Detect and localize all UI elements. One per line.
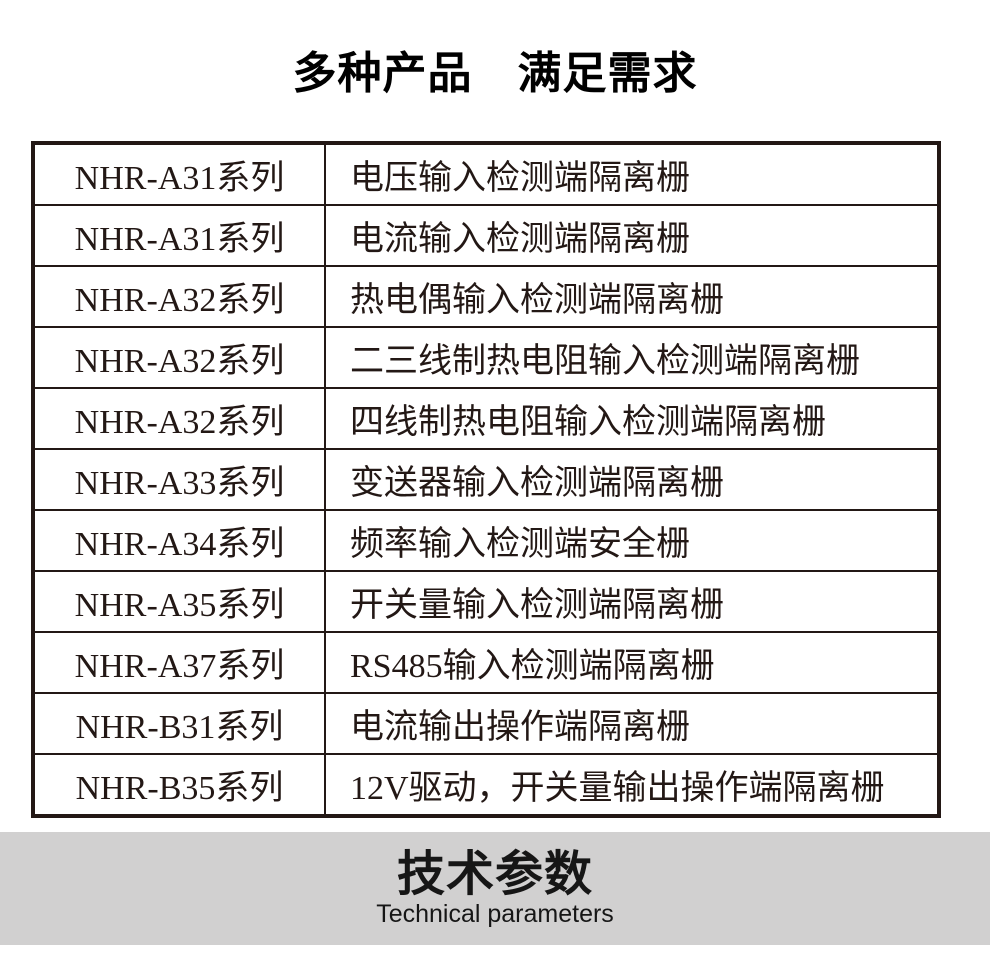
table-row: NHR-A31系列 电流输入检测端隔离栅 (32, 204, 940, 267)
description-cell: RS485输入检测端隔离栅 (324, 631, 940, 694)
series-cell: NHR-B31系列 (32, 692, 326, 755)
series-cell: NHR-B35系列 (32, 753, 326, 817)
series-cell: NHR-A32系列 (32, 326, 326, 389)
section-banner-subtitle: Technical parameters (376, 900, 614, 928)
description-cell: 频率输入检测端安全栅 (324, 509, 940, 572)
page-title: 多种产品 满足需求 (292, 49, 698, 98)
table-row: NHR-A32系列 二三线制热电阻输入检测端隔离栅 (32, 326, 940, 389)
description-cell: 电压输入检测端隔离栅 (324, 142, 940, 206)
table-row: NHR-A32系列 热电偶输入检测端隔离栅 (32, 265, 940, 328)
table-row: NHR-A35系列 开关量输入检测端隔离栅 (32, 570, 940, 633)
description-cell: 四线制热电阻输入检测端隔离栅 (324, 387, 940, 450)
series-cell: NHR-A33系列 (32, 448, 326, 511)
description-cell: 12V驱动，开关量输出操作端隔离栅 (324, 753, 940, 817)
series-cell: NHR-A37系列 (32, 631, 326, 694)
description-cell: 二三线制热电阻输入检测端隔离栅 (324, 326, 940, 389)
series-cell: NHR-A31系列 (32, 204, 326, 267)
series-cell: NHR-A32系列 (32, 387, 326, 450)
description-cell: 热电偶输入检测端隔离栅 (324, 265, 940, 328)
series-cell: NHR-A31系列 (32, 142, 326, 206)
series-cell: NHR-A35系列 (32, 570, 326, 633)
description-cell: 电流输入检测端隔离栅 (324, 204, 940, 267)
description-cell: 电流输出操作端隔离栅 (324, 692, 940, 755)
table-row: NHR-B35系列 12V驱动，开关量输出操作端隔离栅 (32, 753, 940, 817)
products-table-body: NHR-A31系列 电压输入检测端隔离栅 NHR-A31系列 电流输入检测端隔离… (32, 142, 940, 817)
table-row: NHR-B31系列 电流输出操作端隔离栅 (32, 692, 940, 755)
table-row: NHR-A33系列 变送器输入检测端隔离栅 (32, 448, 940, 511)
description-cell: 变送器输入检测端隔离栅 (324, 448, 940, 511)
description-cell: 开关量输入检测端隔离栅 (324, 570, 940, 633)
section-banner-title: 技术参数 (396, 848, 593, 901)
products-table: NHR-A31系列 电压输入检测端隔离栅 NHR-A31系列 电流输入检测端隔离… (31, 141, 941, 818)
table-row: NHR-A31系列 电压输入检测端隔离栅 (32, 142, 940, 206)
series-cell: NHR-A32系列 (32, 265, 326, 328)
table-row: NHR-A32系列 四线制热电阻输入检测端隔离栅 (32, 387, 940, 450)
section-banner: 技术参数 Technical parameters (0, 832, 990, 945)
table-row: NHR-A37系列 RS485输入检测端隔离栅 (32, 631, 940, 694)
table-row: NHR-A34系列 频率输入检测端安全栅 (32, 509, 940, 572)
series-cell: NHR-A34系列 (32, 509, 326, 572)
